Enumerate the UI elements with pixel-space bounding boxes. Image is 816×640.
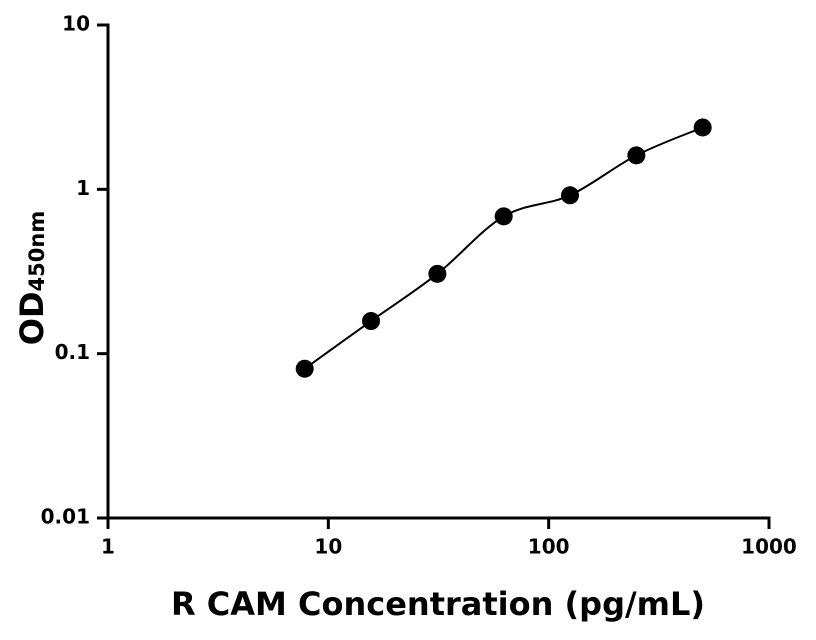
y-axis-label-subscript: 450nm [25, 211, 49, 292]
data-point [428, 264, 447, 283]
y-tick-label: 0.1 [55, 340, 90, 364]
x-tick-label: 100 [528, 535, 570, 559]
x-tick-label: 1 [101, 535, 115, 559]
data-point [295, 359, 314, 378]
y-tick-label: 0.01 [41, 505, 90, 529]
data-point [627, 146, 646, 165]
y-axis-label-main: OD [13, 291, 51, 345]
data-point [494, 207, 513, 226]
y-tick-label: 1 [76, 176, 90, 200]
x-axis-label: R CAM Concentration (pg/mL) [171, 585, 705, 623]
y-tick-label: 10 [62, 12, 90, 36]
data-point [362, 312, 381, 331]
data-point [693, 118, 712, 137]
fit-curve [304, 126, 704, 370]
y-axis-label: OD450nm [13, 211, 51, 345]
x-tick-label: 10 [314, 535, 342, 559]
data-point [561, 186, 580, 205]
x-tick-label: 1000 [741, 535, 797, 559]
